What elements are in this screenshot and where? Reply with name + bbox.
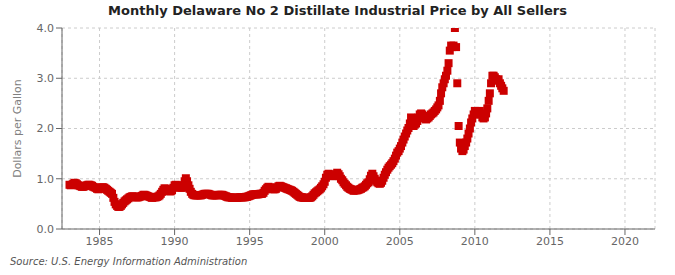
svg-text:3.0: 3.0 <box>37 72 55 85</box>
svg-text:2.0: 2.0 <box>37 122 55 135</box>
svg-text:1995: 1995 <box>236 235 264 248</box>
svg-text:1985: 1985 <box>86 235 114 248</box>
html-text:Monthly Delaware No 2 Distilla: Monthly Delaware No 2 Distillate Industr… <box>108 3 567 18</box>
svg-text:1990: 1990 <box>161 235 189 248</box>
html-text:Source: U.S. Energy Informatio: Source: U.S. Energy Information Administ… <box>10 256 248 267</box>
svg-text:0.0: 0.0 <box>37 223 55 236</box>
svg-text:2005: 2005 <box>386 235 414 248</box>
svg-text:2020: 2020 <box>611 235 639 248</box>
svg-text:4.0: 4.0 <box>37 22 55 35</box>
svg-text:Dollars per Gallon: Dollars per Gallon <box>11 79 24 178</box>
svg-text:1.0: 1.0 <box>37 173 55 186</box>
svg-text:2010: 2010 <box>461 235 489 248</box>
svg-text:2015: 2015 <box>536 235 564 248</box>
svg-text:2000: 2000 <box>311 235 339 248</box>
